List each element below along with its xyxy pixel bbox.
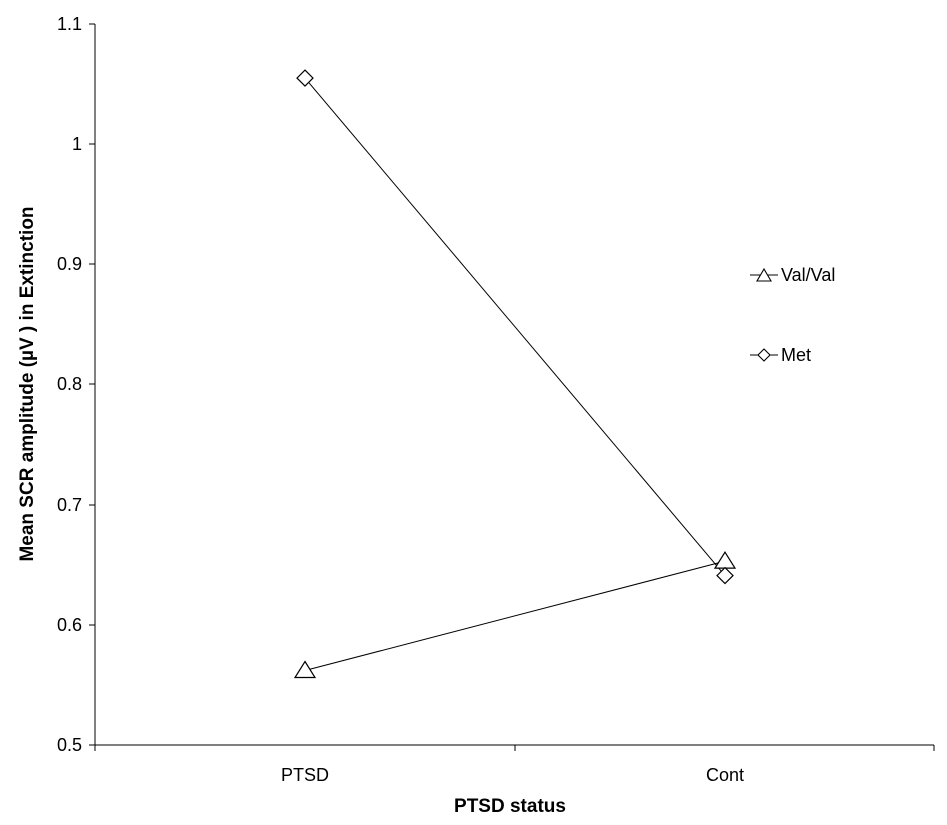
y-tick-label-1: 0.6 — [57, 615, 82, 635]
legend-label-val-val: Val/Val — [781, 265, 835, 285]
legend-label-met: Met — [781, 345, 811, 365]
y-tick-label-5: 1 — [72, 134, 82, 154]
x-axis-title: PTSD status — [454, 796, 566, 817]
y-tick-label-2: 0.7 — [57, 495, 82, 515]
series-layer — [293, 69, 737, 679]
legend-triangle-icon — [756, 267, 772, 282]
legend-diamond-icon — [757, 348, 771, 362]
marker-val-val-ptsd — [293, 660, 317, 679]
x-tick-label-ptsd: PTSD — [281, 765, 329, 785]
legend: Val/Val Met — [750, 265, 835, 365]
series-line-met — [304, 77, 726, 576]
y-tick-label-3: 0.8 — [57, 374, 82, 394]
y-tick-label-4: 0.9 — [57, 254, 82, 274]
series-line-val-val — [304, 560, 726, 671]
y-axis-title: Mean SCR amplitude (µV ) in Extinction — [17, 206, 38, 561]
marker-val-val-cont — [713, 551, 737, 569]
y-axis: 0.5 0.6 0.7 0.8 0.9 1 1.1 — [57, 14, 96, 755]
y-tick-label-6: 1.1 — [57, 14, 82, 34]
marker-met-ptsd — [296, 69, 314, 87]
y-tick-label-0: 0.5 — [57, 735, 82, 755]
marker-met-cont — [716, 566, 734, 585]
x-tick-label-cont: Cont — [706, 765, 744, 785]
x-axis: PTSD Cont — [94, 744, 935, 785]
